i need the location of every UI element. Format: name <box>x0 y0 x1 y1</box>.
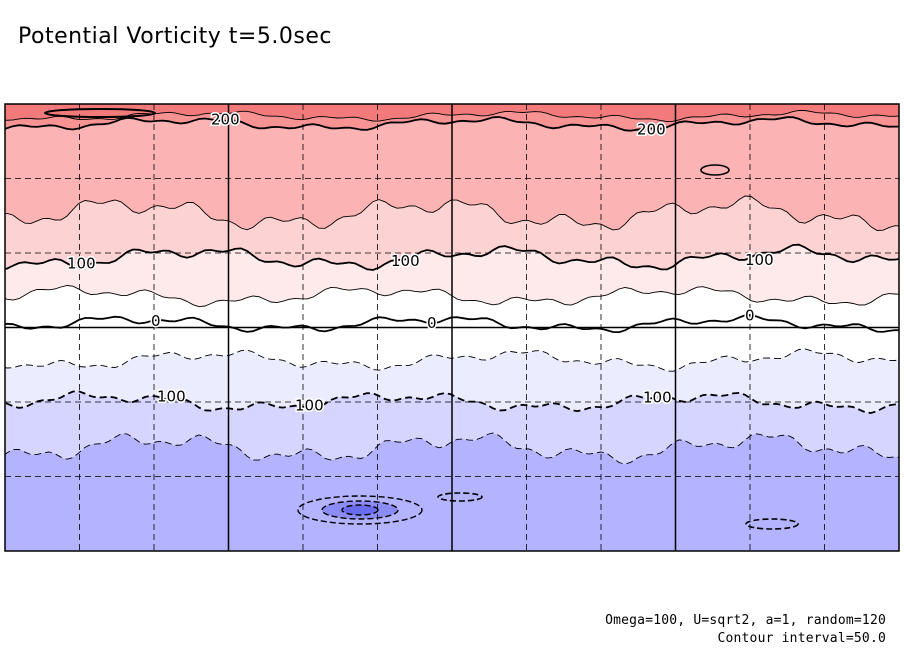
contour-label: 100 <box>67 254 96 272</box>
contour-label: 100 <box>643 389 672 407</box>
contour-labels: 200 200 100 100 100 0 0 0 100 100 100 <box>66 109 776 416</box>
contour-label: 200 <box>211 110 240 128</box>
contour-label: 0 <box>745 306 755 324</box>
contour-label: 100 <box>295 397 324 415</box>
contour-label: 100 <box>391 252 420 270</box>
small-eddy-contour <box>700 164 730 176</box>
contour-line-neg100 <box>5 390 899 414</box>
contour-interval-note: Contour interval=50.0 <box>717 631 886 646</box>
grid-lines <box>5 104 899 551</box>
contour-line-50 <box>5 285 899 308</box>
contour-label: 100 <box>157 388 186 406</box>
plot-frame <box>4 103 900 552</box>
contour-line-0 <box>5 314 899 334</box>
small-eddy-contour <box>745 518 799 530</box>
chart-title: Potential Vorticity t=5.0sec <box>18 24 332 49</box>
northern-max-contour <box>44 108 156 118</box>
contour-line-neg150 <box>5 432 899 465</box>
parameters-note: Omega=100, U=sqrt2, a=1, random=120 <box>605 613 886 628</box>
contour-label: 0 <box>427 314 437 332</box>
contour-label: 0 <box>151 312 161 330</box>
contour-label: 100 <box>745 251 774 269</box>
contour-line-200 <box>5 116 899 132</box>
contour-line-250 <box>5 109 899 123</box>
contour-line-neg50 <box>5 348 899 372</box>
contour-line-150 <box>5 195 899 231</box>
contour-lines <box>5 109 899 465</box>
contour-label: 200 <box>637 121 666 139</box>
small-eddy-contour <box>437 492 483 502</box>
vortex-contour <box>341 504 379 516</box>
contour-line-100 <box>5 243 899 271</box>
